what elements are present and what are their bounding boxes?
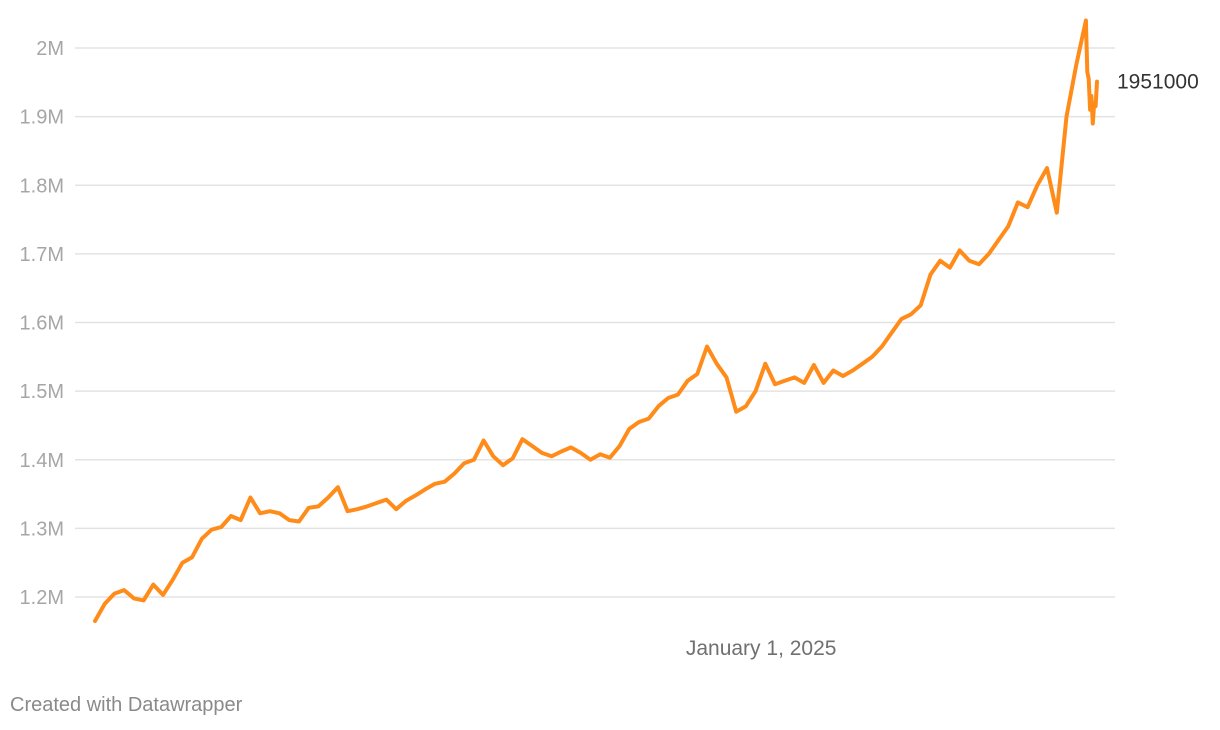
x-axis-labels: January 1, 2025 xyxy=(686,637,837,660)
gridlines xyxy=(75,47,1115,598)
y-tick-label: 2M xyxy=(36,38,64,60)
y-tick-label: 1.6M xyxy=(20,313,64,335)
y-tick-label: 1.7M xyxy=(20,244,64,266)
series-layer xyxy=(93,18,1099,623)
y-tick-label: 1.4M xyxy=(20,450,64,472)
y-tick-label: 1.2M xyxy=(20,587,64,609)
y-axis-labels: 1.2M 1.3M 1.4M 1.5M 1.6M 1.7M 1.8M 1.9M 2M xyxy=(20,38,64,609)
y-tick-label: 1.3M xyxy=(20,518,64,540)
x-tick-label: January 1, 2025 xyxy=(686,637,837,660)
y-tick-label: 1.9M xyxy=(20,107,64,129)
series-line xyxy=(93,18,1099,623)
y-tick-label: 1.8M xyxy=(20,175,64,197)
end-value-label: 1951000 xyxy=(1117,71,1199,94)
line-chart: 1.2M 1.3M 1.4M 1.5M 1.6M 1.7M 1.8M 1.9M 2M Janua… xyxy=(20,18,1199,660)
credit-text: Created with Datawrapper xyxy=(10,694,243,716)
y-tick-label: 1.5M xyxy=(20,381,64,403)
